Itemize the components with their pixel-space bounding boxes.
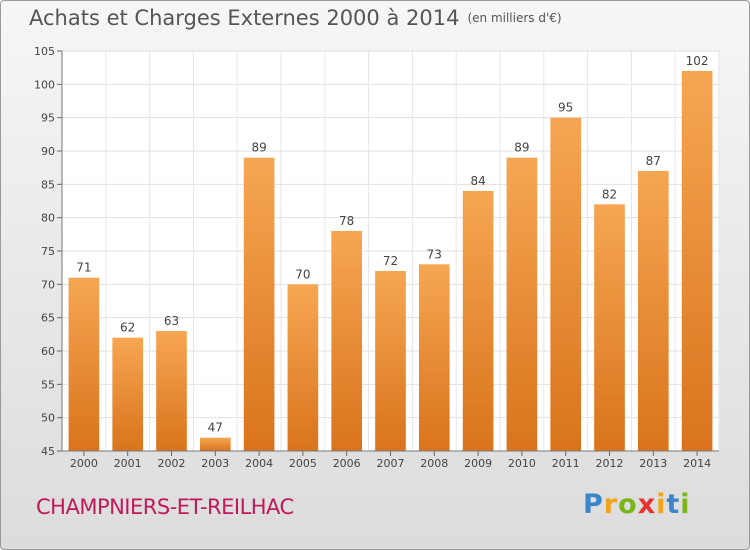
bar	[418, 264, 450, 451]
y-tick-label: 50	[41, 412, 55, 425]
bar	[594, 204, 625, 451]
y-tick-label: 95	[41, 112, 55, 125]
logo-letter: i	[680, 489, 691, 520]
chart-title-text: Achats et Charges Externes 2000 à 2014	[29, 6, 460, 30]
bar	[287, 284, 319, 451]
data-label: 89	[514, 141, 529, 155]
chart-title: Achats et Charges Externes 2000 à 2014 (e…	[29, 6, 562, 30]
data-label: 72	[383, 254, 398, 268]
logo-letter: P	[583, 489, 604, 520]
x-tick-label: 2012	[596, 457, 624, 470]
bar	[681, 71, 713, 451]
bar	[462, 191, 494, 451]
data-label: 78	[339, 214, 354, 228]
bar	[243, 157, 275, 451]
y-tick-label: 105	[34, 45, 55, 58]
data-label: 47	[208, 421, 223, 435]
bar	[637, 171, 669, 451]
data-label: 63	[164, 314, 179, 328]
logo-letter: i	[656, 489, 667, 520]
commune-name: CHAMPNIERS-ET-REILHAC	[36, 495, 294, 519]
bar	[156, 331, 187, 451]
logo-letter: x	[637, 489, 657, 520]
data-label: 62	[120, 321, 135, 335]
bar	[112, 337, 144, 451]
proxiti-logo: Proxiti	[583, 489, 691, 520]
x-tick-label: 2008	[420, 457, 448, 470]
x-tick-label: 2000	[70, 457, 98, 470]
x-tick-label: 2013	[639, 457, 667, 470]
chart-unit: (en milliers d'€)	[467, 11, 562, 25]
x-tick-label: 2005	[289, 457, 317, 470]
data-label: 71	[76, 261, 91, 275]
labels: 45 50 55 60 65 70 75 80 85 90 95 100 105 71 2000 62 2001…	[34, 45, 711, 470]
y-tick-label: 85	[41, 178, 55, 191]
axes	[57, 50, 719, 456]
y-tick-label: 100	[34, 78, 55, 91]
data-label: 70	[295, 267, 310, 281]
y-tick-label: 80	[41, 212, 55, 225]
x-tick-label: 2006	[333, 457, 361, 470]
bar	[375, 271, 406, 451]
x-tick-label: 2003	[201, 457, 229, 470]
data-label: 73	[427, 247, 442, 261]
y-tick-label: 90	[41, 145, 55, 158]
x-tick-label: 2014	[683, 457, 711, 470]
y-tick-label: 65	[41, 312, 55, 325]
bar	[331, 231, 363, 451]
data-label: 87	[646, 154, 661, 168]
data-label: 82	[602, 187, 617, 201]
y-tick-label: 60	[41, 345, 55, 358]
x-tick-label: 2011	[552, 457, 580, 470]
x-tick-label: 2009	[464, 457, 492, 470]
logo-letter: t	[666, 489, 681, 520]
data-label: 95	[558, 101, 573, 115]
y-tick-label: 45	[41, 445, 55, 458]
bar	[68, 277, 100, 451]
data-label: 84	[470, 174, 485, 188]
data-label: 89	[251, 141, 266, 155]
y-tick-label: 55	[41, 378, 55, 391]
bar	[199, 437, 231, 451]
bar	[550, 117, 582, 452]
y-tick-label: 70	[41, 278, 55, 291]
logo-letter: o	[618, 489, 638, 520]
x-tick-label: 2004	[245, 457, 273, 470]
y-tick-label: 75	[41, 245, 55, 258]
logo-letter: r	[603, 489, 619, 520]
bars	[68, 71, 713, 452]
x-tick-label: 2007	[377, 457, 405, 470]
x-tick-label: 2002	[158, 457, 186, 470]
x-tick-label: 2010	[508, 457, 536, 470]
x-tick-label: 2001	[114, 457, 142, 470]
bar	[506, 157, 538, 451]
data-label: 102	[686, 54, 709, 68]
